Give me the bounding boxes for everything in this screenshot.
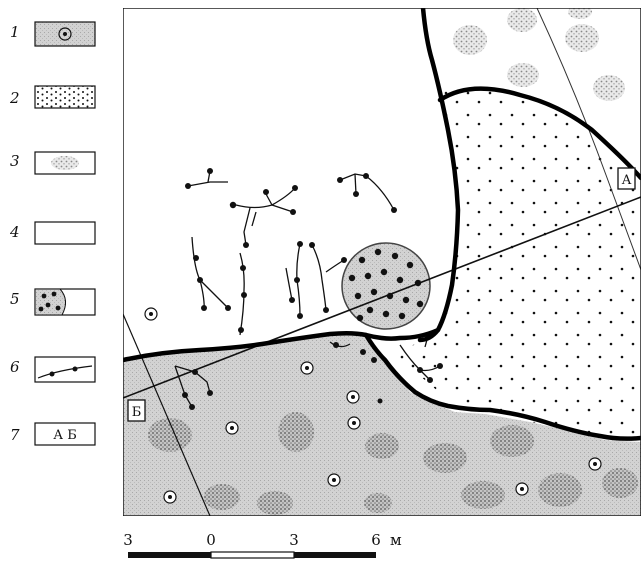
legend-item-4: 4 [9, 221, 96, 245]
profile-label-a: А [622, 173, 632, 188]
single-dot [377, 398, 383, 404]
speckled-patch [257, 491, 293, 515]
speckled-patch [204, 484, 240, 510]
scale-segment-light [210, 551, 295, 559]
legend-swatch-blank-area [34, 221, 96, 245]
legend-item-3: 3 [10, 151, 96, 175]
legend-number-3: 3 [10, 152, 20, 170]
speckled-patch [565, 24, 599, 52]
legend-swatch-round-feature [34, 288, 66, 316]
profile-label-b: Б [132, 405, 142, 420]
legend-item-7: 7 А Б [10, 422, 96, 446]
legend-number-7: 7 [10, 426, 20, 444]
ring-marker [588, 457, 602, 471]
legend-number-1: 1 [10, 23, 20, 41]
scale-segment-dark [294, 552, 376, 558]
ring-marker [327, 473, 341, 487]
ring-marker [300, 361, 314, 375]
boundary-upper [437, 86, 641, 181]
scale-bar: 3 0 3 6 м [123, 531, 402, 559]
legend-item-5: 5 [10, 288, 96, 316]
legend-number-5: 5 [10, 290, 20, 308]
legend: 1 2 3 4 5 6 [9, 21, 96, 446]
boundary-shaded-top [123, 327, 441, 363]
scale-tick-label: 6 [371, 531, 381, 549]
scale-tick-label: 0 [206, 531, 216, 549]
speckled-patch [461, 481, 505, 509]
thin-contour-line [536, 8, 641, 271]
speckled-patch [507, 63, 539, 87]
branch-nodes [182, 168, 443, 410]
speckled-patch [602, 468, 638, 498]
speckled-patch [423, 443, 467, 473]
section-line-b [123, 313, 211, 516]
scale-unit: м [390, 531, 402, 549]
speckled-patch [507, 8, 537, 32]
speckled-patch [568, 8, 592, 19]
ring-markers [144, 307, 602, 504]
map [123, 8, 641, 516]
speckled-patch [364, 493, 392, 513]
legend-item-2: 2 [9, 85, 96, 109]
ring-marker [347, 416, 361, 430]
scale-tick-label: 3 [123, 531, 133, 549]
speckled-patch [278, 412, 314, 452]
legend-swatch-branch-line [37, 365, 93, 379]
legend-item-1: 1 [10, 21, 96, 47]
profile-marker-b: Б [127, 399, 146, 422]
legend-swatch-profile-marker [34, 422, 96, 446]
thick-boundaries [123, 8, 641, 441]
legend-number-4: 4 [9, 223, 20, 241]
speckled-patch [453, 25, 487, 55]
scale-segment-dark [128, 552, 211, 558]
speckled-patches [148, 8, 638, 515]
round-feature [341, 242, 431, 330]
ring-marker [346, 390, 360, 404]
ring-marker [225, 421, 239, 435]
legend-number-2: 2 [9, 89, 20, 107]
legend-swatch-dotted-area [34, 85, 96, 109]
speckled-patch [490, 425, 534, 457]
legend-item-6: 6 [10, 356, 96, 383]
profile-marker-a: А [617, 167, 636, 190]
legend-label-7: А Б [53, 428, 77, 443]
ring-marker [515, 482, 529, 496]
ring-marker [163, 490, 177, 504]
shaded-zone [123, 332, 641, 516]
ring-marker [144, 307, 158, 321]
speckled-patch [538, 473, 582, 507]
legend-ring-symbol [58, 27, 72, 41]
speckled-patch [365, 433, 399, 459]
speckled-patch [593, 75, 625, 101]
profile-line [123, 196, 641, 399]
legend-number-6: 6 [10, 358, 20, 376]
speckled-patch [148, 418, 192, 452]
scale-tick-label: 3 [289, 531, 299, 549]
boundary-shaded-right [363, 332, 641, 441]
